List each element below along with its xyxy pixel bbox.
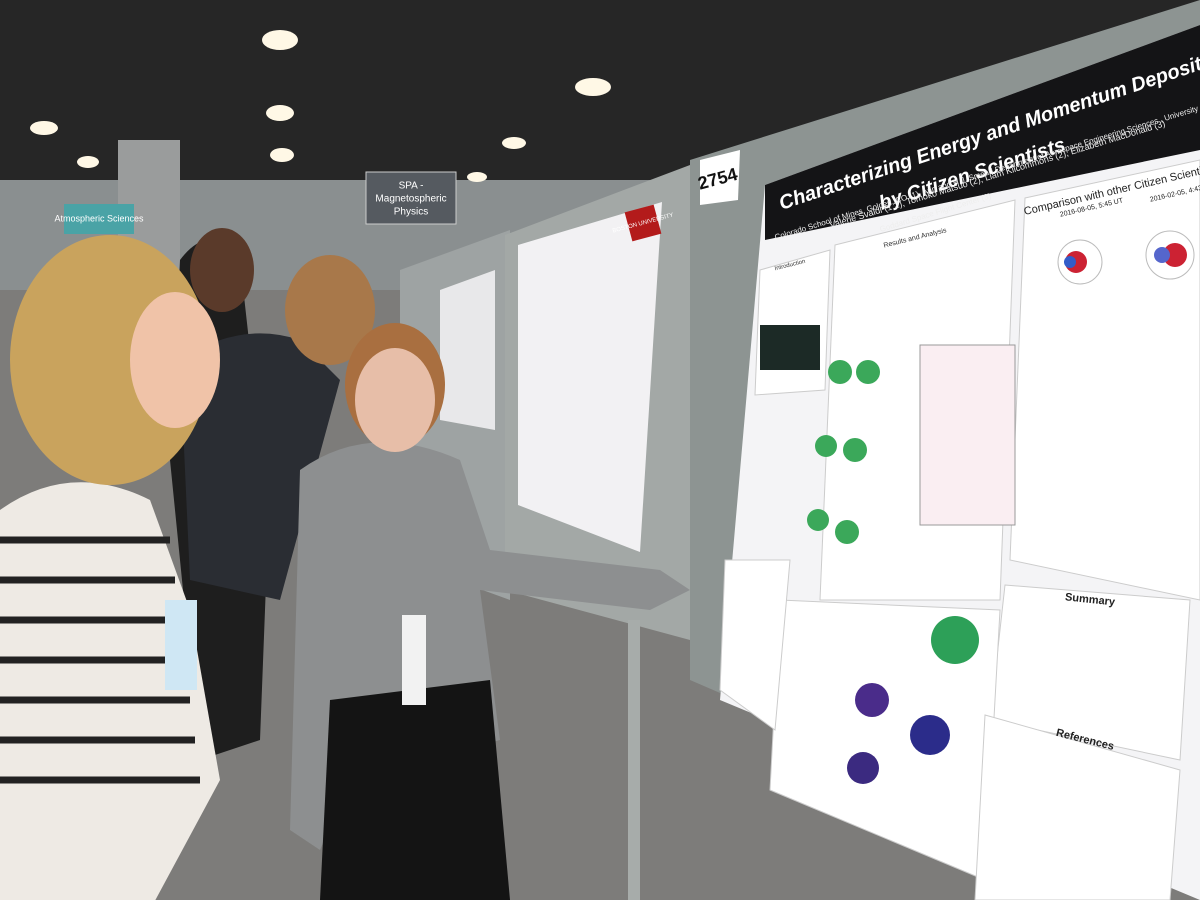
number-card xyxy=(700,150,740,205)
poster xyxy=(440,270,495,430)
ceiling-lights xyxy=(30,30,611,182)
map xyxy=(847,752,879,784)
person-face xyxy=(130,292,220,428)
light xyxy=(502,137,526,149)
panel xyxy=(719,559,791,731)
poster xyxy=(518,202,662,552)
presenter-skirt xyxy=(320,680,510,900)
map-region xyxy=(1064,256,1076,268)
light xyxy=(467,172,487,182)
light xyxy=(30,121,58,135)
plot xyxy=(919,344,1016,526)
section-heading: Summary xyxy=(1064,591,1116,608)
person xyxy=(180,333,340,600)
panel xyxy=(754,249,831,396)
light xyxy=(77,156,99,168)
map xyxy=(855,683,889,717)
light xyxy=(270,148,294,162)
board-leg xyxy=(628,620,640,900)
sign-text: Atmospheric Sciences xyxy=(54,213,144,223)
map xyxy=(807,509,829,531)
map xyxy=(815,435,837,457)
panel xyxy=(1009,159,1200,601)
map-region xyxy=(1154,247,1170,263)
map xyxy=(856,360,880,384)
sign xyxy=(64,204,134,234)
sign-text: Physics xyxy=(394,207,428,218)
map xyxy=(828,360,852,384)
person-hair xyxy=(285,255,375,365)
light xyxy=(575,78,611,96)
badge xyxy=(402,615,426,705)
sign-text: SPA - xyxy=(399,181,424,192)
map xyxy=(910,715,950,755)
logo xyxy=(624,204,662,242)
badge xyxy=(165,600,197,690)
image xyxy=(760,325,820,370)
person-head xyxy=(190,228,254,312)
light xyxy=(262,30,298,50)
sign-text: Magnetospheric xyxy=(375,194,446,205)
map xyxy=(931,616,979,664)
poster-header xyxy=(765,25,1200,240)
striped-shirt xyxy=(0,482,220,900)
sign xyxy=(365,171,457,225)
map xyxy=(843,438,867,462)
presenter-face xyxy=(355,348,435,452)
light xyxy=(266,105,294,121)
map xyxy=(835,520,859,544)
stripes xyxy=(0,536,200,784)
panel xyxy=(974,714,1181,900)
map-region xyxy=(1163,243,1187,267)
